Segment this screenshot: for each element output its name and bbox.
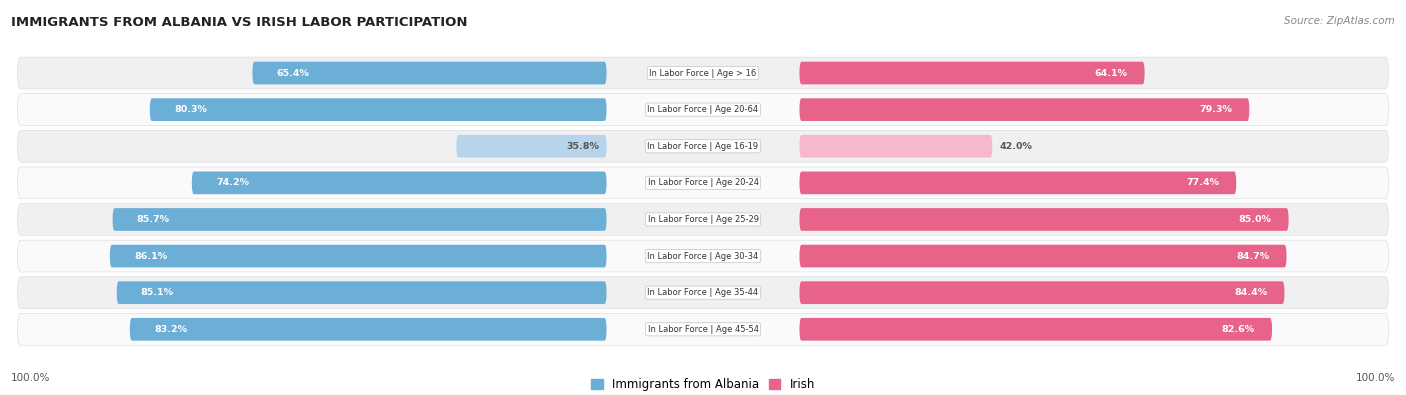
FancyBboxPatch shape [17, 203, 1389, 235]
Text: 64.1%: 64.1% [1094, 68, 1128, 77]
Text: Source: ZipAtlas.com: Source: ZipAtlas.com [1284, 16, 1395, 26]
FancyBboxPatch shape [191, 171, 606, 194]
Text: IMMIGRANTS FROM ALBANIA VS IRISH LABOR PARTICIPATION: IMMIGRANTS FROM ALBANIA VS IRISH LABOR P… [11, 16, 468, 29]
Text: 42.0%: 42.0% [1000, 142, 1032, 151]
Text: 80.3%: 80.3% [174, 105, 207, 114]
Text: In Labor Force | Age 16-19: In Labor Force | Age 16-19 [647, 142, 759, 151]
FancyBboxPatch shape [117, 281, 606, 304]
FancyBboxPatch shape [800, 318, 1272, 340]
Text: 100.0%: 100.0% [11, 373, 51, 383]
Text: In Labor Force | Age 35-44: In Labor Force | Age 35-44 [647, 288, 759, 297]
Legend: Immigrants from Albania, Irish: Immigrants from Albania, Irish [586, 373, 820, 395]
FancyBboxPatch shape [150, 98, 606, 121]
Text: 79.3%: 79.3% [1199, 105, 1232, 114]
FancyBboxPatch shape [457, 135, 606, 158]
Text: 77.4%: 77.4% [1187, 179, 1219, 187]
FancyBboxPatch shape [17, 313, 1389, 345]
Text: 100.0%: 100.0% [1355, 373, 1395, 383]
FancyBboxPatch shape [17, 57, 1389, 89]
Text: 35.8%: 35.8% [567, 142, 599, 151]
Text: In Labor Force | Age 45-54: In Labor Force | Age 45-54 [648, 325, 758, 334]
FancyBboxPatch shape [800, 62, 1144, 85]
FancyBboxPatch shape [253, 62, 606, 85]
FancyBboxPatch shape [110, 245, 606, 267]
FancyBboxPatch shape [17, 94, 1389, 126]
FancyBboxPatch shape [17, 240, 1389, 272]
FancyBboxPatch shape [800, 135, 993, 158]
FancyBboxPatch shape [17, 277, 1389, 308]
FancyBboxPatch shape [800, 98, 1250, 121]
Text: 65.4%: 65.4% [277, 68, 309, 77]
Text: 85.0%: 85.0% [1239, 215, 1271, 224]
Text: In Labor Force | Age 25-29: In Labor Force | Age 25-29 [648, 215, 758, 224]
Text: 85.7%: 85.7% [136, 215, 170, 224]
FancyBboxPatch shape [800, 245, 1286, 267]
Text: 82.6%: 82.6% [1222, 325, 1254, 334]
FancyBboxPatch shape [800, 208, 1289, 231]
FancyBboxPatch shape [129, 318, 606, 340]
Text: 84.7%: 84.7% [1236, 252, 1270, 261]
FancyBboxPatch shape [800, 281, 1285, 304]
Text: 74.2%: 74.2% [217, 179, 249, 187]
Text: 86.1%: 86.1% [134, 252, 167, 261]
FancyBboxPatch shape [17, 167, 1389, 199]
Text: 84.4%: 84.4% [1234, 288, 1267, 297]
Text: 83.2%: 83.2% [153, 325, 187, 334]
FancyBboxPatch shape [800, 171, 1236, 194]
FancyBboxPatch shape [112, 208, 606, 231]
Text: In Labor Force | Age 20-64: In Labor Force | Age 20-64 [647, 105, 759, 114]
Text: 85.1%: 85.1% [141, 288, 174, 297]
FancyBboxPatch shape [17, 130, 1389, 162]
Text: In Labor Force | Age 20-24: In Labor Force | Age 20-24 [648, 179, 758, 187]
Text: In Labor Force | Age > 16: In Labor Force | Age > 16 [650, 68, 756, 77]
Text: In Labor Force | Age 30-34: In Labor Force | Age 30-34 [647, 252, 759, 261]
